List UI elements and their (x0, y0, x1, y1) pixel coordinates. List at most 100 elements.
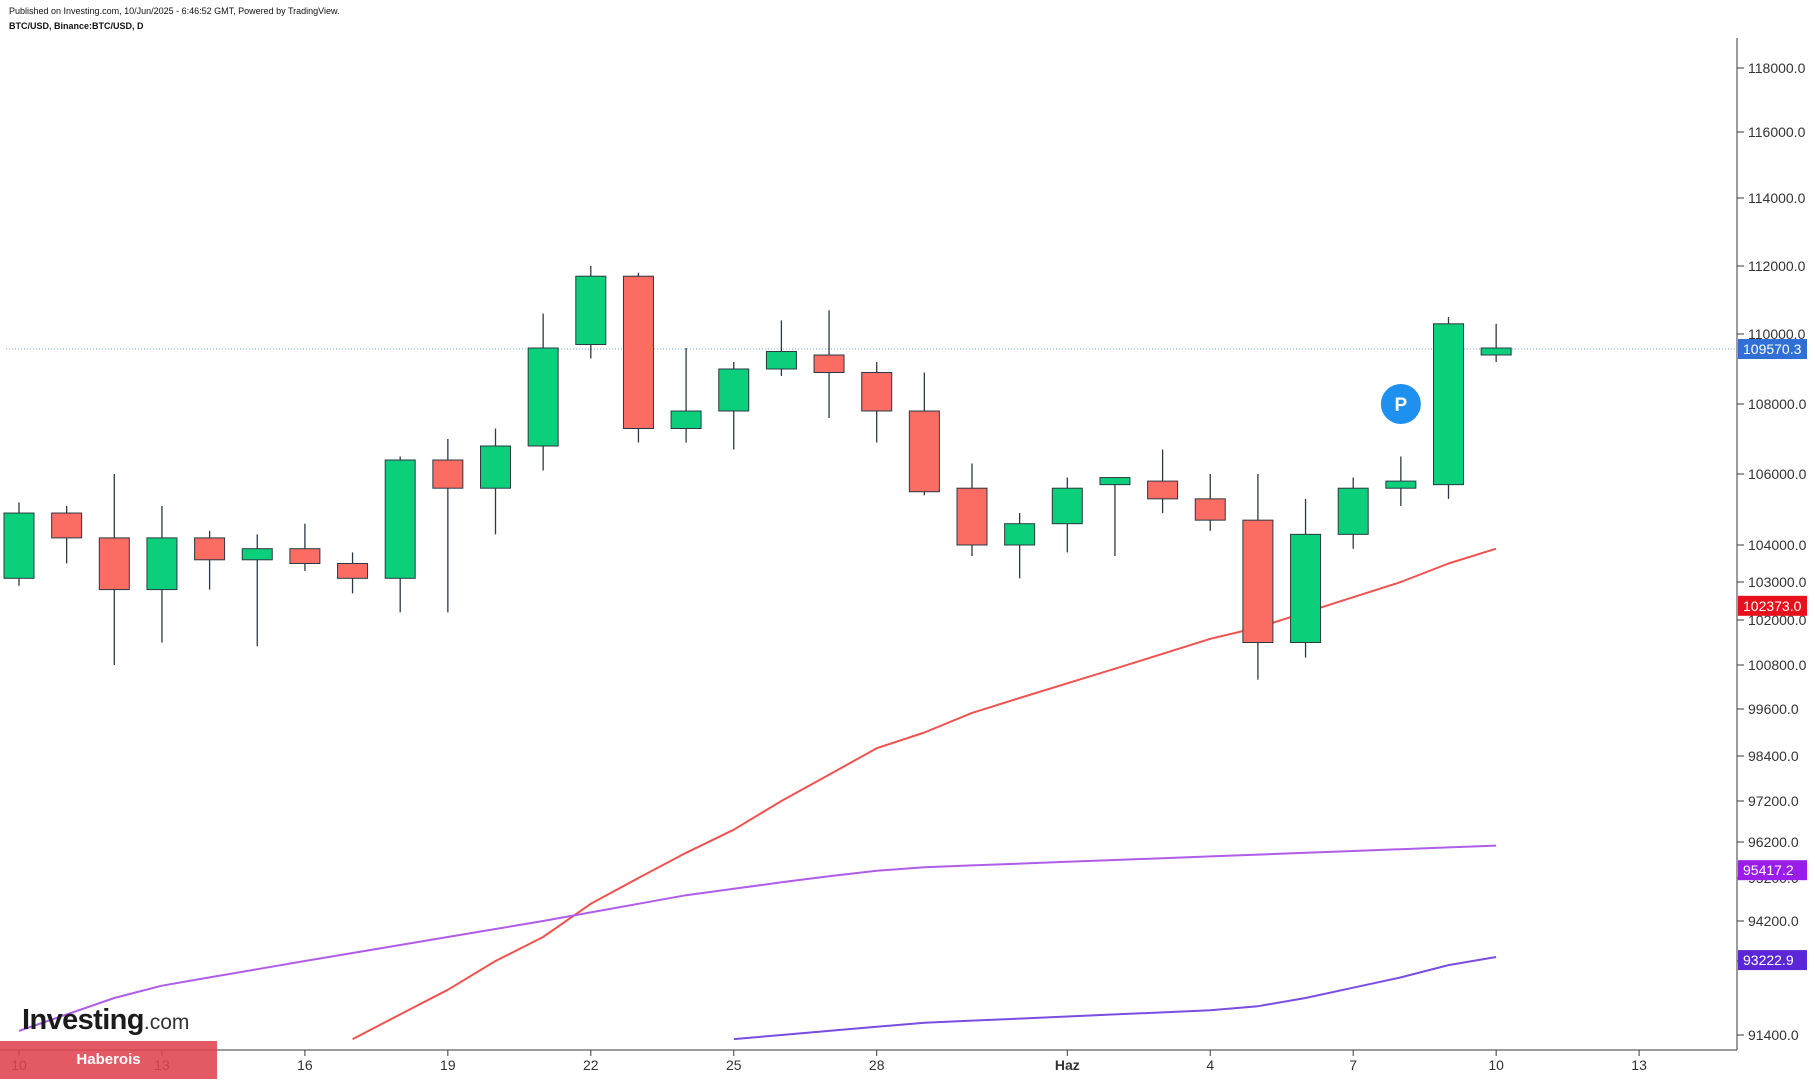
candle-body (1385, 480, 1417, 489)
x-tick-label: 13 (1631, 1057, 1647, 1073)
candle-body (622, 275, 654, 430)
candle-body (1004, 523, 1036, 546)
candle-body (194, 537, 226, 561)
logo-main: Investing (22, 1004, 145, 1036)
price-label-bg (1738, 339, 1807, 360)
candle-body (146, 537, 178, 591)
candle (480, 428, 511, 535)
x-tick-label: 22 (583, 1057, 599, 1073)
candle (384, 456, 416, 613)
candle (3, 502, 35, 586)
marker-circle (1380, 384, 1421, 424)
candle-body (3, 512, 35, 579)
x-tick-label: 7 (1349, 1057, 1357, 1073)
y-tick-label: 102000.0 (1748, 612, 1807, 628)
candle-body (51, 512, 83, 539)
candle-body (765, 351, 797, 370)
price-label: 93222.9 (1738, 950, 1807, 971)
source-badge: Haberois (0, 1041, 217, 1079)
candle-body (718, 368, 750, 412)
ma-line-3 (733, 956, 1497, 1041)
candle (98, 474, 130, 665)
price-label-text: 95417.2 (1743, 862, 1794, 878)
candle (146, 505, 178, 643)
candle-body (1099, 477, 1131, 486)
candle-body (1147, 480, 1179, 500)
marker-label: P (1395, 395, 1408, 416)
price-label-bg (1738, 950, 1807, 971)
candle-body (1337, 487, 1369, 535)
price-label-text: 102373.0 (1743, 598, 1802, 614)
y-tick-label: 98400.0 (1748, 748, 1799, 764)
y-tick-label: 100800.0 (1748, 657, 1807, 673)
candle (1051, 477, 1083, 553)
price-marker: P (1380, 384, 1421, 424)
published-note: Published on Investing.com, 10/Jun/2025 … (9, 6, 340, 16)
price-label: 109570.3 (1738, 339, 1807, 360)
candle-body (241, 548, 273, 561)
x-tick-label: 25 (726, 1057, 742, 1073)
x-tick-label: Haz (1055, 1057, 1080, 1073)
candle (527, 313, 559, 471)
candle (1290, 498, 1322, 658)
price-label: 102373.0 (1738, 595, 1807, 616)
price-label: 95417.2 (1738, 860, 1807, 881)
candle (765, 320, 797, 376)
candle-body (527, 347, 559, 447)
candle (1147, 449, 1179, 514)
y-tick-label: 108000.0 (1748, 396, 1807, 412)
price-label-bg (1738, 860, 1807, 881)
candle-body (98, 537, 130, 591)
candle (51, 505, 83, 564)
candle-body (813, 354, 845, 373)
candle-body (1433, 323, 1464, 486)
candle (956, 463, 988, 557)
candle (289, 523, 321, 571)
candle-body (861, 372, 893, 412)
candle (1194, 474, 1226, 531)
candle-body (384, 459, 416, 579)
candle (1480, 323, 1512, 362)
candle (1099, 477, 1131, 557)
candle-body (337, 563, 369, 579)
price-label-text: 93222.9 (1743, 952, 1794, 968)
candle (432, 439, 464, 613)
candle (908, 372, 940, 496)
candle (1242, 474, 1274, 680)
candle-body (956, 487, 988, 546)
candle-body (908, 410, 940, 493)
price-label-text: 109570.3 (1743, 341, 1802, 357)
candle-body (1242, 519, 1274, 644)
candle (670, 348, 702, 443)
candle (575, 266, 607, 359)
candle (861, 362, 893, 443)
candle (1337, 477, 1369, 549)
candle (1433, 317, 1464, 499)
candle-body (432, 459, 464, 489)
candle (337, 552, 369, 594)
candle-body (575, 275, 607, 346)
y-tick-label: 110000.0 (1748, 326, 1806, 342)
candle (622, 272, 654, 443)
x-tick-label: 28 (869, 1057, 885, 1073)
y-tick-label: 112000.0 (1748, 258, 1806, 274)
price-label-bg (1738, 595, 1807, 616)
y-tick-label: 114000.0 (1748, 190, 1806, 206)
y-tick-label: 106000.0 (1748, 466, 1807, 482)
candle (241, 534, 273, 647)
symbol-label: BTC/USD, Binance:BTC/USD, D (9, 21, 144, 31)
candle-body (1051, 487, 1083, 525)
candle (1004, 513, 1036, 579)
x-tick-label: 19 (440, 1057, 456, 1073)
candle (194, 530, 226, 590)
y-tick-label: 116000.0 (1748, 124, 1806, 140)
investing-logo: Investing.com (22, 1004, 189, 1037)
y-tick-label: 97200.0 (1748, 793, 1799, 809)
y-tick-label: 99600.0 (1748, 701, 1799, 717)
y-tick-label: 118000.0 (1748, 60, 1806, 76)
candle-body (480, 445, 511, 489)
candle (813, 310, 845, 418)
y-tick-label: 103000.0 (1748, 574, 1807, 590)
candle-body (670, 410, 702, 429)
